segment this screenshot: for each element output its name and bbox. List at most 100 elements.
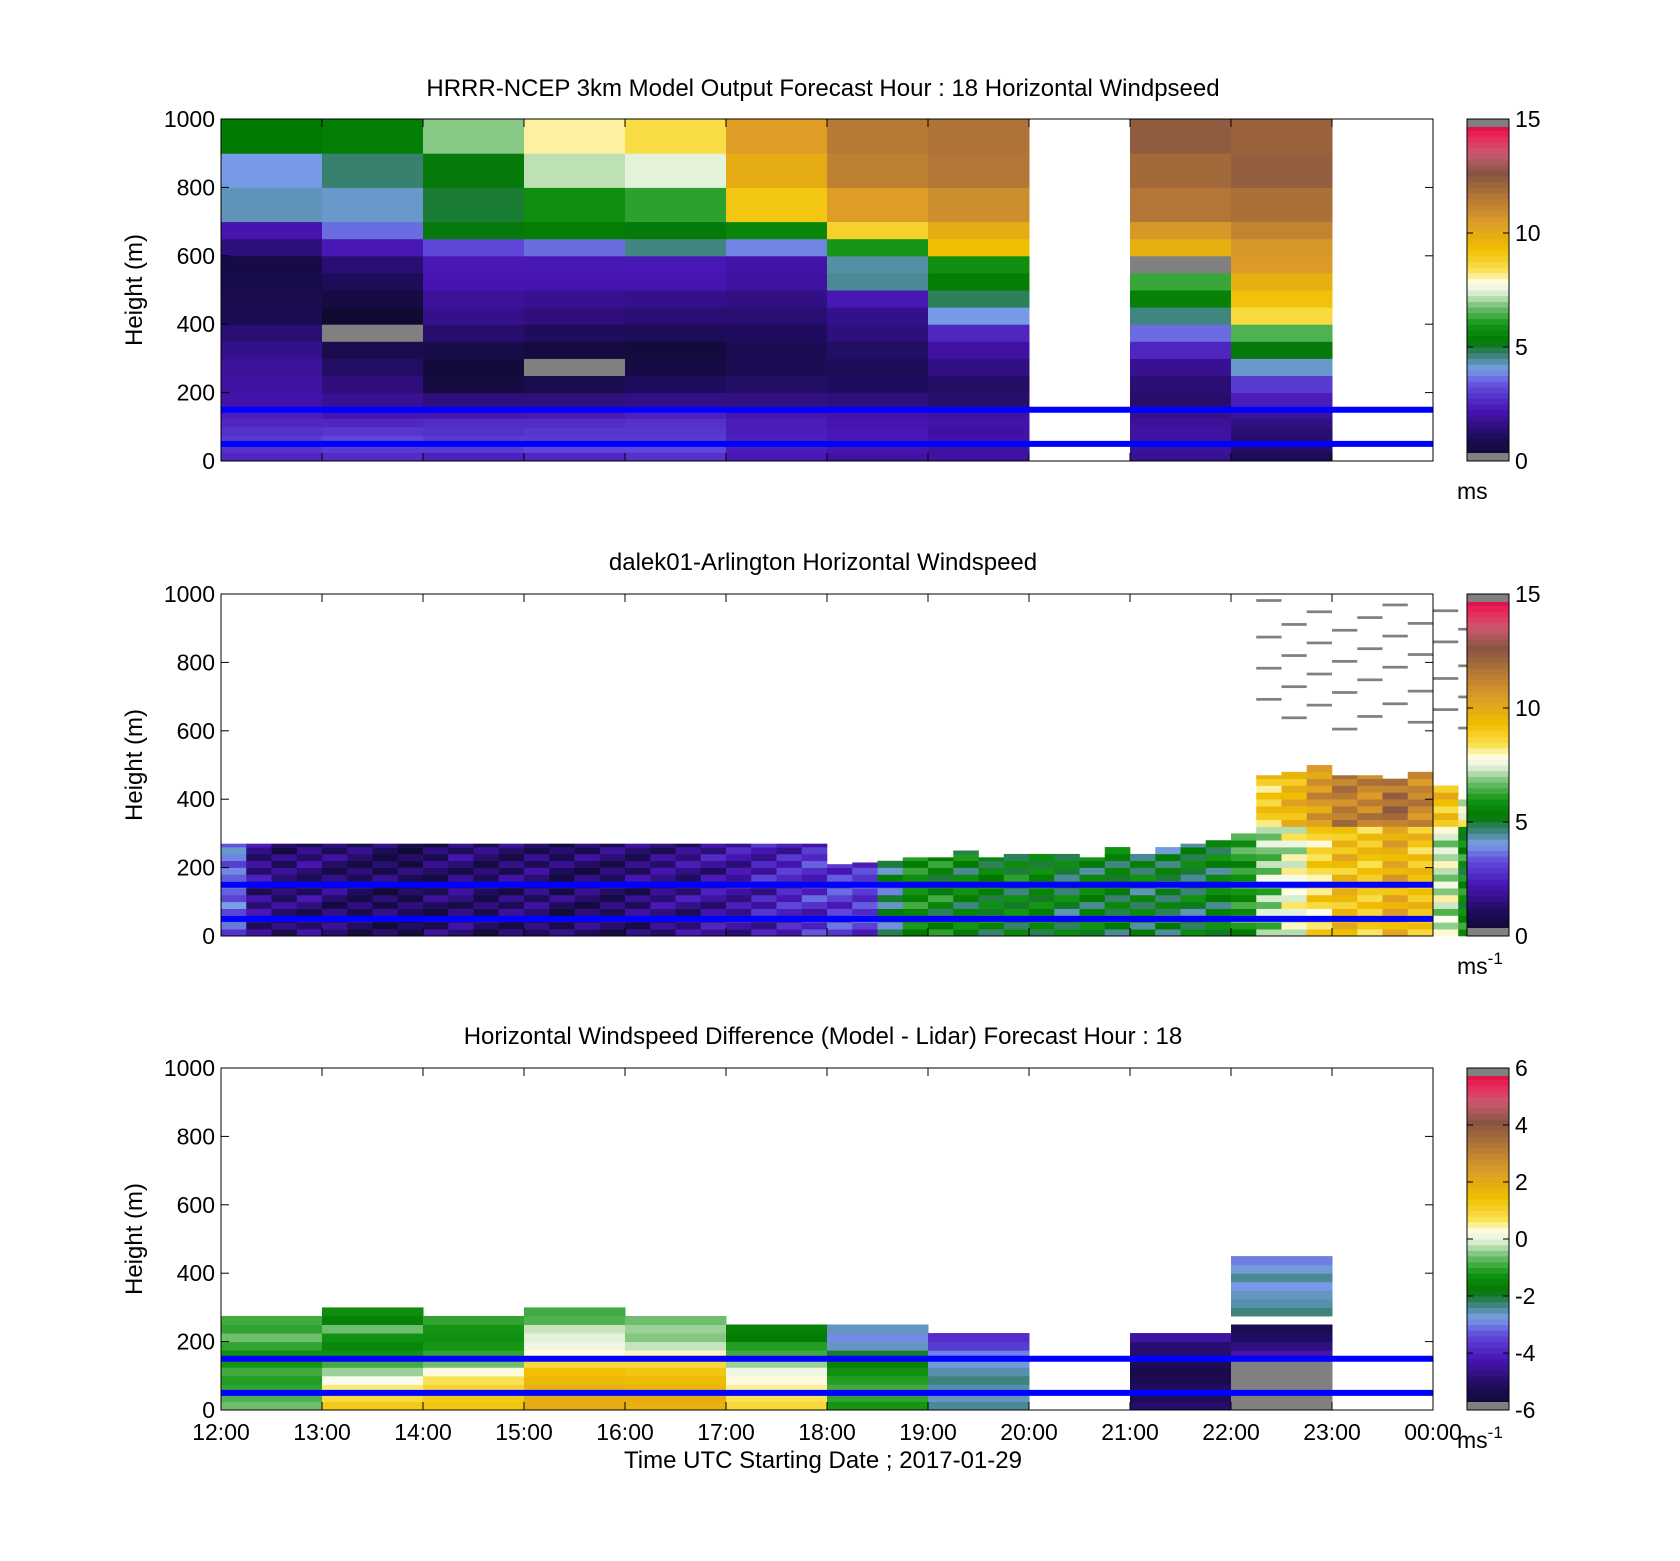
heatmap-cell [347,901,373,909]
heatmap-cell [322,894,348,903]
colorbar-swatch [1467,1273,1509,1280]
heatmap-cell [1357,826,1383,834]
heatmap-cell [1029,894,1055,903]
colorbar-frame [1466,593,1510,937]
heatmap-cell [928,187,1030,223]
colorbar-swatch [1467,1187,1509,1194]
heatmap-cell [1205,888,1232,896]
colorbar-frame [1466,118,1510,462]
colorbar-swatch [1467,1307,1509,1314]
heatmap-cell [1231,894,1257,903]
heatmap-cell [1281,785,1308,793]
heatmap-cell [1155,853,1181,862]
heatmap-cell [852,929,878,937]
heatmap-cell [625,392,727,411]
heatmap-cell [549,867,575,875]
heatmap-cell [1079,857,1106,862]
model-windspeed-panel: HRRR-NCEP 3km Model Output Forecast Hour… [121,75,1541,504]
heatmap-cell [549,901,575,909]
colorbar-swatch [1467,833,1509,840]
heatmap-cell [1029,874,1055,882]
heatmap-cell [246,908,272,916]
heatmap-cell [1231,1273,1333,1283]
heatmap-cell [423,418,525,428]
heatmap-cell [827,1358,929,1368]
heatmap-cell [347,860,373,868]
colorbar-swatch [1467,272,1509,280]
heatmap-cell [524,272,626,291]
heatmap-cell [1231,187,1333,223]
colorbar-tick-label: 0 [1515,1226,1528,1252]
heatmap-cell [1155,888,1181,896]
heatmap-cell [498,922,525,930]
heatmap-cell [1231,307,1333,325]
heatmap-cell [1281,819,1308,827]
heatmap-cell [1231,341,1333,359]
colorbar-swatch [1467,409,1509,416]
heatmap-cell [423,853,449,862]
heatmap-cell [1433,847,1459,855]
heatmap-cell [726,290,828,308]
colorbar-swatch [1467,1267,1509,1274]
colorbar-swatch [1467,884,1509,891]
heatmap-cell [1054,922,1080,930]
heatmap-cell [574,901,601,909]
heatmap-cell [296,860,323,868]
heatmap-cell [852,894,878,903]
heatmap-cell [1054,901,1080,909]
heatmap-cell [1130,435,1232,445]
heatmap-cell [1205,874,1232,882]
heatmap-cell [650,853,676,862]
heatmap-cell [524,874,550,882]
heatmap-cell [1281,922,1308,930]
y-tick-label: 400 [177,786,215,812]
heatmap-cell [423,452,525,462]
heatmap-cell [1155,908,1181,916]
heatmap-cell [524,1401,626,1411]
heatmap-cell [524,341,626,359]
heatmap-cell [700,901,727,909]
heatmap-cell [877,888,904,896]
heatmap-cell [271,874,298,882]
heatmap-cell [1433,609,1459,613]
colorbar-swatch [1467,1375,1509,1382]
heatmap-cell [928,1350,1030,1360]
heatmap-cell [751,847,777,855]
heatmap-cell [1332,799,1358,807]
heatmap-cell [1306,860,1333,868]
colorbar-swatch [1467,679,1509,686]
heatmap-cell [498,853,525,862]
colorbar-swatch [1467,673,1509,680]
heatmap-cell [347,853,373,862]
heatmap-cell [524,843,550,848]
heatmap-cell [852,888,878,896]
difference-panel: Horizontal Windspeed Difference (Model -… [121,1023,1536,1453]
heatmap-cell [1357,922,1383,930]
heatmap-cell [827,867,853,875]
heatmap-cell [1306,826,1333,834]
heatmap-cell [423,1350,525,1360]
heatmap-cell [1231,1384,1333,1394]
heatmap-cell [221,435,323,445]
heatmap-cell [498,901,525,909]
heatmap-cell [549,888,575,896]
heatmap-cell [1407,771,1434,779]
heatmap-cell [524,908,550,916]
heatmap-cell [1281,847,1308,855]
heatmap-cell [322,1392,424,1402]
heatmap-cell [1382,847,1409,855]
heatmap-cell [928,1401,1030,1411]
heatmap-cell [625,847,651,855]
heatmap-cell [902,888,929,896]
colorbar-swatch [1467,278,1509,285]
heatmap-cell [650,901,676,909]
heatmap-cell [928,874,954,882]
heatmap-cell [1306,929,1333,937]
heatmap-cell [1407,689,1433,693]
heatmap-cell [524,894,550,903]
heatmap-cell [675,843,702,848]
heatmap-cell [1281,812,1308,821]
heatmap-cell [524,922,550,930]
heatmap-cell [524,418,626,428]
heatmap-cell [827,1341,929,1351]
